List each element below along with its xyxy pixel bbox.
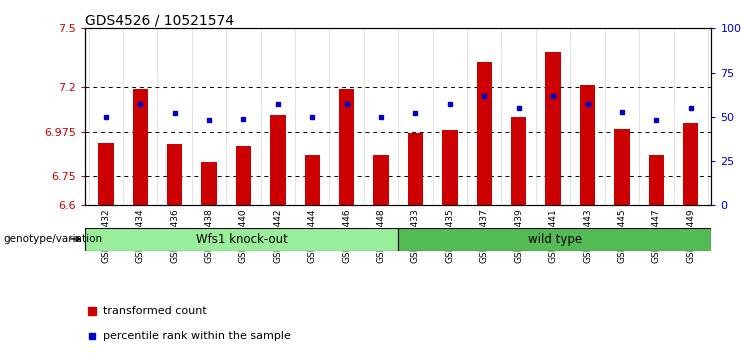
Bar: [511, 117, 526, 205]
Text: wild type: wild type: [528, 233, 582, 246]
Bar: [202, 162, 217, 205]
Bar: [270, 115, 285, 205]
Bar: [85, 228, 399, 251]
Bar: [614, 129, 630, 205]
Bar: [236, 146, 251, 205]
Bar: [408, 132, 423, 205]
Bar: [133, 89, 148, 205]
Text: percentile rank within the sample: percentile rank within the sample: [103, 331, 291, 341]
Bar: [683, 123, 699, 205]
Text: genotype/variation: genotype/variation: [4, 234, 103, 244]
Bar: [373, 155, 389, 205]
Bar: [399, 228, 711, 251]
Text: transformed count: transformed count: [103, 306, 207, 316]
Bar: [339, 89, 354, 205]
Text: Wfs1 knock-out: Wfs1 knock-out: [196, 233, 288, 246]
Bar: [305, 155, 320, 205]
Bar: [167, 144, 182, 205]
Bar: [648, 155, 664, 205]
Text: GDS4526 / 10521574: GDS4526 / 10521574: [85, 13, 234, 27]
Bar: [579, 85, 595, 205]
Bar: [545, 52, 561, 205]
Bar: [442, 130, 458, 205]
Bar: [98, 143, 113, 205]
Bar: [476, 62, 492, 205]
